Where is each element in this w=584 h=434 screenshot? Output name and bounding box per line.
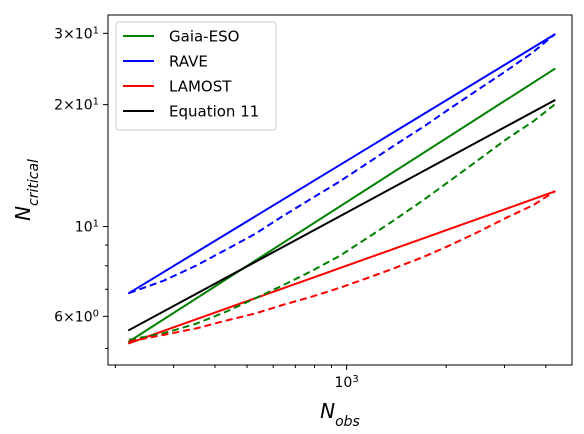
dashed-5-series-line [128,33,556,295]
legend-label-equation-11: Equation 11 [169,103,259,121]
legend: Gaia-ESO RAVE LAMOST Equation 11 [115,21,277,131]
y-axis-label: Ncritical [11,159,42,221]
dashed-6-series-line [128,190,556,343]
gaia-eso-series-line [127,67,556,343]
legend-box [115,21,277,131]
rave-series-line [127,33,556,295]
x-axis-label: Nobs [320,399,360,430]
y-tick-label: 6×100 [54,308,99,326]
y-tick-label: 101 [75,218,99,236]
legend-label-rave: RAVE [169,53,208,71]
plot-frame [107,14,573,366]
y-tick-label: 3×101 [54,25,99,43]
legend-label-lamost: LAMOST [169,78,232,96]
lamost-series-line [127,190,556,345]
legend-label-gaia-eso: Gaia-ESO [169,28,239,46]
y-tick-label: 2×101 [54,96,99,114]
axis-ticks: 103 6×100 101 2×101 3×101 [54,25,547,392]
equation-11-series-line [127,98,556,332]
plot-lines [127,33,556,345]
dashed-4-series-line [128,103,556,341]
x-tick-label: 103 [335,374,359,392]
